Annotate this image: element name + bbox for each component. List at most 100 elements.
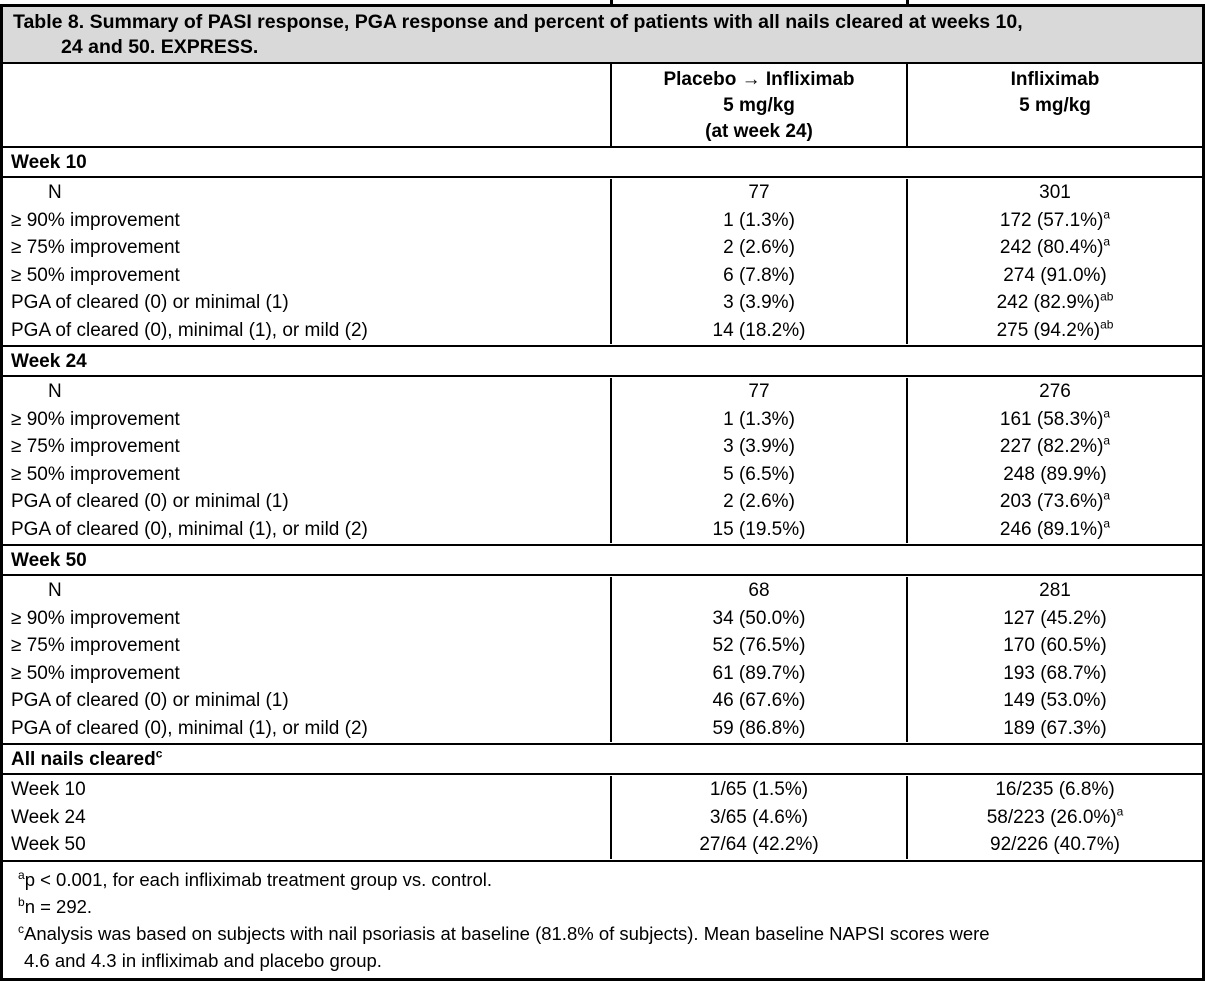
data-cell: 149 (53.0%) — [906, 687, 1202, 715]
row-label: Week 10 — [11, 779, 86, 800]
data-cell: 59 (86.8%) — [610, 714, 906, 742]
table-row: N 68 281 — [3, 577, 1202, 605]
data-cell: 172 (57.1%)a — [906, 206, 1202, 234]
cell-value: 46 (67.6%) — [712, 690, 806, 711]
data-cell: 242 (80.4%)a — [906, 234, 1202, 262]
data-cell: 301 — [906, 179, 1202, 207]
cell-value: 59 (86.8%) — [712, 717, 806, 739]
row-label: N — [48, 580, 62, 601]
data-cell: 27/64 (42.2%) — [610, 831, 906, 859]
data-cell: 189 (67.3%) — [906, 714, 1202, 742]
footnote: bn = 292. — [11, 893, 1194, 920]
row-label: PGA of cleared (0), minimal (1), or mild… — [11, 518, 368, 540]
data-cell: 281 — [906, 577, 1202, 605]
table-row: PGA of cleared (0), minimal (1), or mild… — [3, 515, 1202, 543]
section-data-rows: N 77 301 ≥ 90% improvement 1 (1.3%) 172 (57.1… — [3, 178, 1202, 347]
cell-value: 172 (57.1%) — [999, 209, 1104, 231]
footnote-marker: c — [18, 921, 24, 936]
table-row: PGA of cleared (0) or minimal (1) 2 (2.6%… — [3, 488, 1202, 516]
cell-value: 276 — [1039, 381, 1071, 402]
table-row: ≥ 75% improvement 2 (2.6%) 242 (80.4%)a — [3, 234, 1202, 262]
data-cell: 203 (73.6%)a — [906, 488, 1202, 516]
table-row: PGA of cleared (0), minimal (1), or mild… — [3, 714, 1202, 742]
data-cell: 274 (91.0%) — [906, 261, 1202, 289]
cell-value: 16/235 (6.8%) — [995, 779, 1115, 800]
column-header-placebo-to-infliximab: Placebo → Infliximab 5 mg/kg (at week 24… — [610, 64, 906, 146]
row-label: Week 24 — [11, 806, 86, 828]
data-cell: 127 (45.2%) — [906, 604, 1202, 632]
column-divider-stub — [906, 0, 909, 4]
cell-value: 77 — [748, 182, 770, 203]
cell-value: 14 (18.2%) — [712, 319, 806, 341]
data-cell: 193 (68.7%) — [906, 659, 1202, 687]
data-cell: 14 (18.2%) — [610, 316, 906, 344]
cropped-table-edge — [0, 0, 1205, 4]
cell-value: 3 (3.9%) — [723, 436, 795, 457]
row-label: ≥ 50% improvement — [11, 662, 180, 684]
table-row: ≥ 50% improvement 61 (89.7%) 193 (68.7%) — [3, 659, 1202, 687]
data-cell: 34 (50.0%) — [610, 604, 906, 632]
column-header-infliximab: Infliximab 5 mg/kg — [906, 64, 1202, 146]
cell-value: 275 (94.2%) — [996, 319, 1101, 341]
row-label: ≥ 75% improvement — [11, 436, 180, 457]
data-cell: 68 — [610, 577, 906, 605]
footnote-marker: a — [1103, 234, 1111, 249]
section-header: Week 24 — [3, 347, 1202, 377]
table-title: Table 8. Summary of PASI response, PGA r… — [3, 7, 1202, 64]
cell-value: 161 (58.3%) — [999, 408, 1104, 430]
row-label: ≥ 50% improvement — [11, 264, 180, 286]
row-label: N — [48, 182, 62, 203]
data-cell: 16/235 (6.8%) — [906, 776, 1202, 804]
data-cell: 58/223 (26.0%)a — [906, 803, 1202, 831]
cell-value: 242 (82.9%) — [996, 292, 1101, 313]
data-cell: 1/65 (1.5%) — [610, 776, 906, 804]
table-row: ≥ 50% improvement 6 (7.8%) 274 (91.0%) — [3, 261, 1202, 289]
cell-value: 127 (45.2%) — [1003, 607, 1107, 629]
section-data-rows: N 77 276 ≥ 90% improvement 1 (1.3%) 161 (58.3… — [3, 377, 1202, 546]
section-header: All nails clearedc — [3, 745, 1202, 775]
cell-value: 61 (89.7%) — [712, 662, 806, 684]
footnote: cAnalysis was based on subjects with nai… — [11, 920, 1194, 974]
row-label-column-header — [3, 64, 610, 146]
data-cell: 1 (1.3%) — [610, 206, 906, 234]
footnote-marker: a — [1116, 804, 1124, 819]
table-body: Week 10 N 77 301 ≥ 90% improvement 1 (1.3%) 17… — [3, 148, 1202, 862]
cell-value: 246 (89.1%) — [999, 518, 1104, 540]
cell-value: 2 (2.6%) — [723, 237, 795, 258]
footnote-marker: b — [18, 894, 25, 909]
column-header-row: Placebo → Infliximab 5 mg/kg (at week 24… — [3, 64, 1202, 148]
footnote-marker: a — [1103, 207, 1111, 222]
row-label: ≥ 50% improvement — [11, 463, 180, 485]
row-label: ≥ 75% improvement — [11, 237, 180, 258]
footnote-text: p < 0.001, for each infliximab treatment… — [24, 868, 493, 890]
footnote-text: Analysis was based on subjects with nail… — [24, 922, 990, 971]
footnote-marker: ab — [1100, 317, 1114, 332]
section-data-rows: Week 10 1/65 (1.5%) 16/235 (6.8%) Week 24 3/… — [3, 775, 1202, 862]
row-label: Week 50 — [11, 834, 86, 855]
row-label: ≥ 90% improvement — [11, 209, 180, 231]
cell-value: 203 (73.6%) — [999, 491, 1104, 512]
section-header-label: All nails cleared — [11, 749, 156, 770]
column-divider-stub — [610, 0, 613, 4]
table-row: N 77 301 — [3, 179, 1202, 207]
footnote-marker: a — [1103, 406, 1111, 421]
table-row: PGA of cleared (0) or minimal (1) 3 (3.9%… — [3, 289, 1202, 317]
section-header-label: Week 50 — [11, 550, 87, 571]
footnote-marker: c — [155, 746, 163, 761]
cell-value: 242 (80.4%) — [999, 237, 1104, 258]
data-cell: 276 — [906, 378, 1202, 406]
data-cell: 6 (7.8%) — [610, 261, 906, 289]
cell-value: 274 (91.0%) — [1003, 264, 1107, 286]
table-8: Table 8. Summary of PASI response, PGA r… — [0, 4, 1205, 981]
footnote-marker: a — [18, 867, 25, 882]
row-label: PGA of cleared (0) or minimal (1) — [11, 292, 289, 313]
data-cell: 2 (2.6%) — [610, 488, 906, 516]
table-row: PGA of cleared (0) or minimal (1) 46 (67.… — [3, 687, 1202, 715]
cell-value: 3/65 (4.6%) — [709, 806, 809, 828]
data-cell: 52 (76.5%) — [610, 632, 906, 660]
cell-value: 301 — [1039, 182, 1071, 203]
cell-value: 193 (68.7%) — [1003, 662, 1107, 684]
table-row: ≥ 50% improvement 5 (6.5%) 248 (89.9%) — [3, 460, 1202, 488]
cell-value: 77 — [748, 381, 770, 402]
cell-value: 92/226 (40.7%) — [990, 834, 1120, 855]
